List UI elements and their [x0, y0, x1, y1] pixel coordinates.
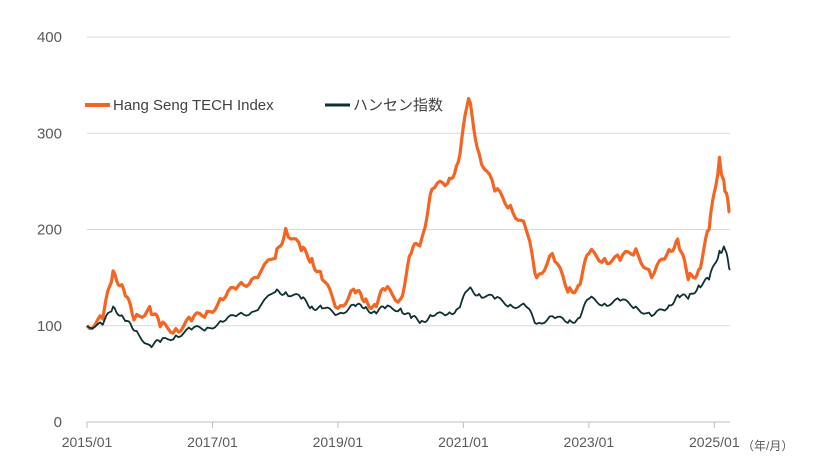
x-tick-label: 2025/01: [689, 434, 740, 450]
x-axis: 2015/01 2017/01 2019/01 2021/01 2023/01 2025/…: [62, 421, 740, 450]
legend-label: ハンセン指数: [353, 97, 443, 114]
x-tick-label: 2019/01: [313, 434, 364, 450]
grid-lines: [87, 36, 730, 327]
x-tick-label: 2017/01: [187, 434, 238, 450]
y-tick-label: 400: [37, 29, 62, 46]
y-tick-label: 300: [37, 125, 62, 142]
x-axis-unit-label: （年/月）: [742, 439, 793, 453]
x-tick-label: 2015/01: [62, 434, 113, 450]
y-tick-label: 200: [37, 222, 62, 239]
series-lines: [85, 96, 731, 349]
series-line-hang-seng-tech: [85, 96, 731, 335]
y-tick-label: 0: [54, 414, 62, 431]
x-tick-label: 2023/01: [564, 434, 615, 450]
legend: Hang Seng TECH Index ハンセン指数: [85, 97, 443, 114]
series-line-hang-seng: [86, 245, 731, 349]
y-tick-label: 100: [37, 318, 62, 335]
x-tick-label: 2021/01: [438, 434, 489, 450]
y-axis-ticks: 0 100 200 300 400: [37, 29, 62, 431]
legend-label: Hang Seng TECH Index: [113, 97, 274, 114]
